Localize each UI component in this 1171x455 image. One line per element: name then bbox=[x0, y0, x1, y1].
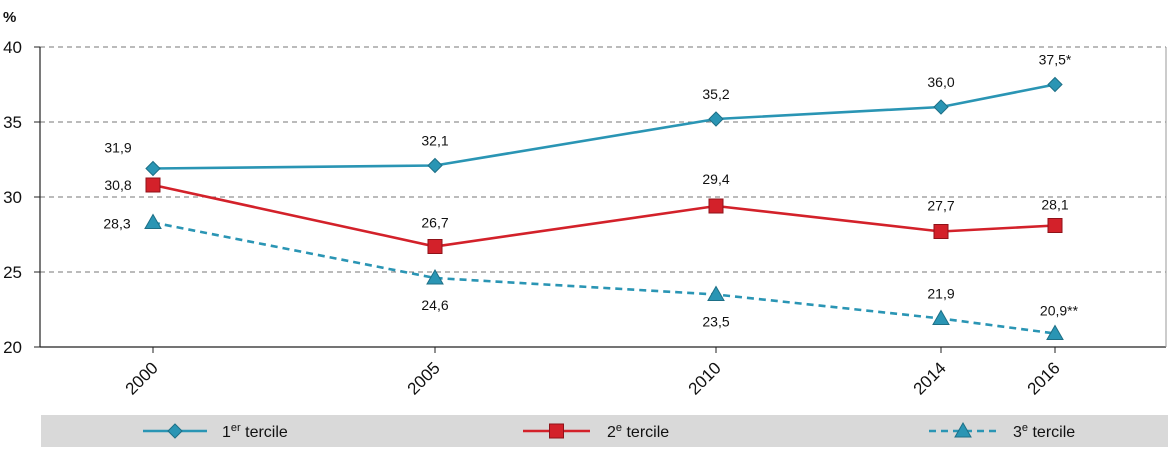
y-tick-label-40: 40 bbox=[3, 38, 22, 57]
legend-marker-1 bbox=[167, 423, 183, 439]
data-label-s2-2005: 26,7 bbox=[421, 215, 448, 231]
data-point-s3-2005 bbox=[426, 268, 444, 285]
series-3 bbox=[144, 213, 1064, 340]
data-label-s2-2000: 30,8 bbox=[104, 177, 131, 193]
y-tick-label-30: 30 bbox=[3, 188, 22, 207]
data-label-s1-2000: 31,9 bbox=[104, 140, 131, 156]
x-tick-label-2010: 2010 bbox=[685, 358, 725, 398]
legend-background bbox=[41, 415, 1168, 447]
x-tick-label-2000: 2000 bbox=[122, 358, 162, 398]
data-label-s1-2005: 32,1 bbox=[421, 133, 448, 149]
data-label-s3-2000: 28,3 bbox=[103, 216, 130, 232]
series-line-2 bbox=[152, 183, 1056, 248]
legend-item-1: 1er tercile bbox=[143, 422, 288, 441]
legend-label-3: 3e tercile bbox=[1013, 422, 1075, 441]
data-label-s3-2010: 23,5 bbox=[702, 314, 729, 330]
data-point-s1-2014 bbox=[933, 99, 949, 115]
legend-item-2: 2e tercile bbox=[523, 422, 669, 441]
data-label-s3-2005: 24,6 bbox=[421, 297, 448, 313]
data-label-s2-2016: 28,1 bbox=[1041, 197, 1068, 213]
series-2 bbox=[145, 177, 1063, 254]
legend-item-3: 3e tercile bbox=[929, 421, 1075, 441]
data-point-s3-2000 bbox=[144, 213, 162, 229]
data-label-s3-2014: 21,9 bbox=[927, 286, 954, 302]
data-label-layer: 31,9 32,1 35,2 36,0 37,5* 30,8 26,7 29,4 27,7 28,… bbox=[103, 52, 1078, 330]
data-point-s1-2000 bbox=[145, 160, 161, 177]
x-tick-label-2016: 2016 bbox=[1024, 358, 1064, 398]
legend-marker-2 bbox=[549, 423, 564, 439]
y-tick-label-20: 20 bbox=[3, 338, 22, 357]
series-1 bbox=[145, 76, 1063, 177]
data-point-s3-2010 bbox=[707, 285, 725, 301]
data-point-s1-2005 bbox=[427, 157, 443, 174]
x-tick-label-2014: 2014 bbox=[910, 358, 950, 398]
data-point-s2-2014 bbox=[933, 224, 949, 239]
data-label-s2-2014: 27,7 bbox=[927, 198, 954, 214]
grid-layer bbox=[40, 46, 1166, 273]
data-label-s3-2016: 20,9** bbox=[1040, 303, 1079, 319]
data-point-s2-2000 bbox=[145, 177, 161, 193]
series-layer bbox=[144, 76, 1064, 340]
y-axis-unit-label: % bbox=[3, 9, 16, 26]
legend-label-2: 2e tercile bbox=[607, 422, 669, 441]
data-label-s1-2014: 36,0 bbox=[927, 74, 954, 90]
data-point-s2-2016 bbox=[1047, 218, 1063, 233]
data-point-s1-2010 bbox=[708, 111, 724, 127]
data-point-s3-2016 bbox=[1046, 324, 1064, 340]
axis-layer: % 20 25 30 35 40 2000 2005 2010 2014 2016 bbox=[3, 9, 1167, 399]
legend-label-1: 1er tercile bbox=[222, 422, 288, 441]
legend: 1er tercile 2e tercile 3e tercile bbox=[143, 421, 1075, 441]
data-label-s1-2010: 35,2 bbox=[702, 86, 729, 102]
y-tick-label-25: 25 bbox=[3, 263, 22, 282]
data-point-s2-2010 bbox=[708, 198, 724, 214]
series-line-1 bbox=[152, 83, 1056, 170]
data-label-s1-2016: 37,5* bbox=[1039, 52, 1072, 68]
x-tick-label-2005: 2005 bbox=[404, 358, 444, 398]
data-point-s1-2016 bbox=[1047, 76, 1063, 93]
data-point-s2-2005 bbox=[427, 239, 443, 254]
data-label-s2-2010: 29,4 bbox=[702, 171, 729, 187]
series-line-3 bbox=[152, 221, 1056, 335]
data-point-s3-2014 bbox=[932, 309, 950, 325]
y-tick-label-35: 35 bbox=[3, 113, 22, 132]
legend-marker-3 bbox=[954, 421, 972, 438]
